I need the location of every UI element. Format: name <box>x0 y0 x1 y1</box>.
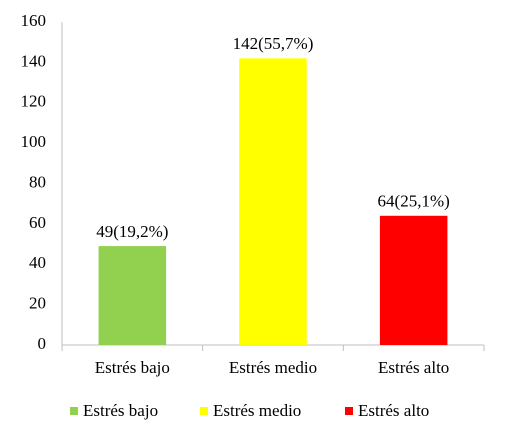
y-tick-label: 120 <box>21 92 47 111</box>
value-label: 49(19,2%) <box>96 222 168 241</box>
legend-label: Estrés medio <box>213 401 301 420</box>
legend-swatch <box>70 407 78 415</box>
y-tick-label: 100 <box>21 132 47 151</box>
legend-label: Estrés alto <box>358 401 429 420</box>
y-tick-label: 140 <box>21 51 47 70</box>
x-tick-label: Estrés alto <box>378 358 449 377</box>
value-label: 142(55,7%) <box>233 34 314 53</box>
legend-label: Estrés bajo <box>83 401 158 420</box>
y-tick-label: 20 <box>29 294 46 313</box>
legend-swatch <box>200 407 208 415</box>
y-tick-label: 80 <box>29 172 46 191</box>
x-tick-label: Estrés bajo <box>95 358 170 377</box>
y-tick-label: 0 <box>38 334 47 353</box>
bar <box>379 215 448 345</box>
y-tick-label: 160 <box>21 11 47 30</box>
y-tick-label: 60 <box>29 213 46 232</box>
bar <box>98 246 167 345</box>
legend-swatch <box>345 407 353 415</box>
x-tick-label: Estrés medio <box>229 358 317 377</box>
y-tick-label: 40 <box>29 253 46 272</box>
value-label: 64(25,1%) <box>378 192 450 211</box>
bar <box>239 58 307 346</box>
